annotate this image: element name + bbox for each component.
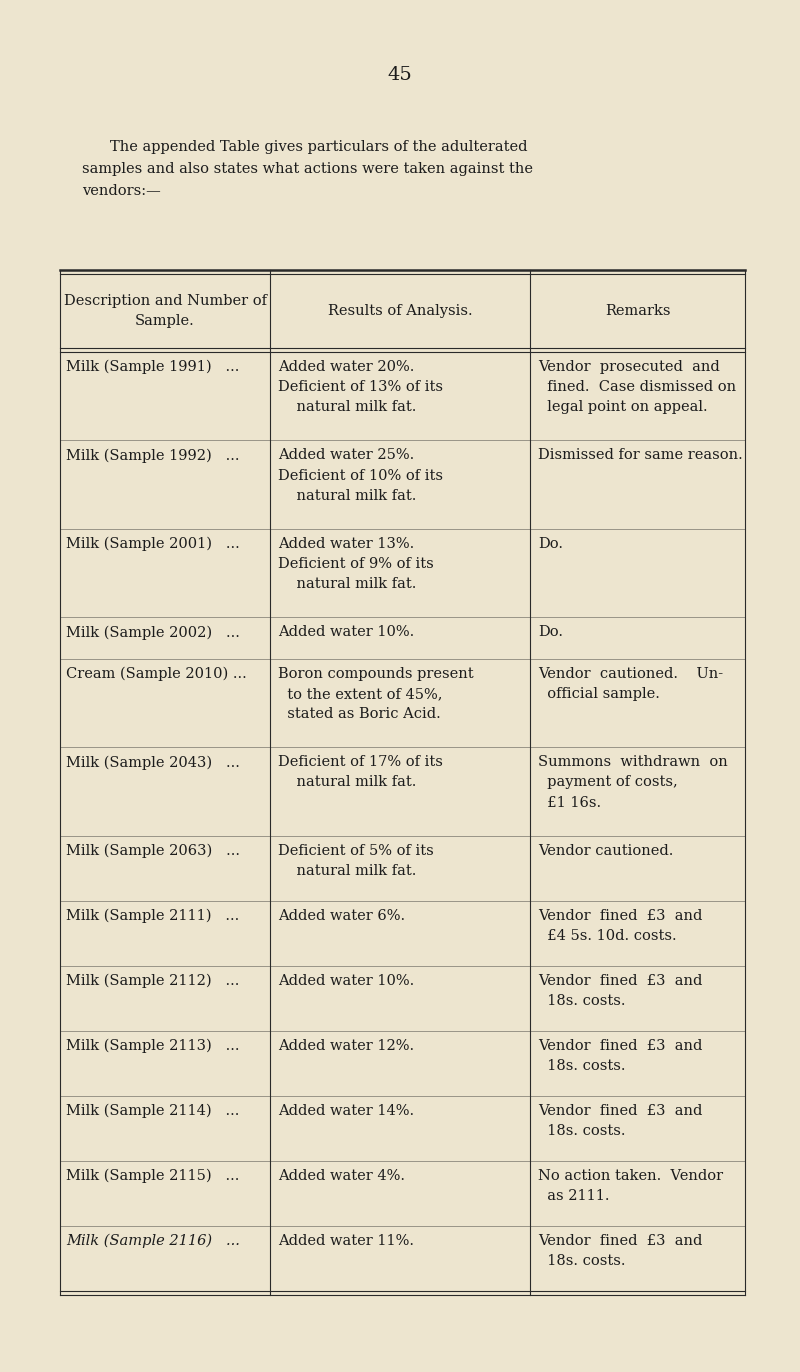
Text: Vendor  fined  £3  and
  18s. costs.: Vendor fined £3 and 18s. costs.	[538, 1039, 702, 1073]
Text: Added water 4%.: Added water 4%.	[278, 1169, 405, 1183]
Text: Milk (Sample 1992)   ...: Milk (Sample 1992) ...	[66, 449, 239, 462]
Text: Vendor  prosecuted  and
  fined.  Case dismissed on
  legal point on appeal.: Vendor prosecuted and fined. Case dismis…	[538, 359, 736, 414]
Text: Milk (Sample 2113)   ...: Milk (Sample 2113) ...	[66, 1039, 239, 1054]
Text: Vendor  fined  £3  and
  18s. costs.: Vendor fined £3 and 18s. costs.	[538, 1233, 702, 1268]
Text: Vendor  fined  £3  and
  18s. costs.: Vendor fined £3 and 18s. costs.	[538, 1104, 702, 1137]
Text: Deficient of 5% of its
    natural milk fat.: Deficient of 5% of its natural milk fat.	[278, 844, 434, 878]
Text: Added water 14%.: Added water 14%.	[278, 1104, 414, 1118]
Text: Do.: Do.	[538, 536, 563, 552]
Text: Vendor  fined  £3  and
  18s. costs.: Vendor fined £3 and 18s. costs.	[538, 974, 702, 1008]
Text: Added water 20%.
Deficient of 13% of its
    natural milk fat.: Added water 20%. Deficient of 13% of its…	[278, 359, 443, 414]
Text: No action taken.  Vendor
  as 2111.: No action taken. Vendor as 2111.	[538, 1169, 723, 1203]
Text: Milk (Sample 2115)   ...: Milk (Sample 2115) ...	[66, 1169, 239, 1184]
Text: Milk (Sample 2111)   ...: Milk (Sample 2111) ...	[66, 908, 239, 923]
Text: Added water 25%.
Deficient of 10% of its
    natural milk fat.: Added water 25%. Deficient of 10% of its…	[278, 449, 443, 502]
Text: Vendor  cautioned.    Un-
  official sample.: Vendor cautioned. Un- official sample.	[538, 667, 723, 701]
Text: Milk (Sample 2114)   ...: Milk (Sample 2114) ...	[66, 1104, 239, 1118]
Text: Added water 13%.
Deficient of 9% of its
    natural milk fat.: Added water 13%. Deficient of 9% of its …	[278, 536, 434, 591]
Text: Deficient of 17% of its
    natural milk fat.: Deficient of 17% of its natural milk fat…	[278, 756, 443, 789]
Text: Milk (Sample 2002)   ...: Milk (Sample 2002) ...	[66, 626, 240, 639]
Text: Results of Analysis.: Results of Analysis.	[328, 305, 472, 318]
Text: Summons  withdrawn  on
  payment of costs,
  £1 16s.: Summons withdrawn on payment of costs, £…	[538, 756, 728, 809]
Text: Milk (Sample 2001)   ...: Milk (Sample 2001) ...	[66, 536, 240, 552]
Text: Remarks: Remarks	[605, 305, 670, 318]
Text: Do.: Do.	[538, 626, 563, 639]
Text: Milk (Sample 1991)   ...: Milk (Sample 1991) ...	[66, 359, 239, 375]
Text: The appended Table gives particulars of the adulterated: The appended Table gives particulars of …	[110, 140, 527, 154]
Text: Added water 10%.: Added water 10%.	[278, 974, 414, 988]
Text: Vendor  fined  £3  and
  £4 5s. 10d. costs.: Vendor fined £3 and £4 5s. 10d. costs.	[538, 908, 702, 943]
Text: 45: 45	[388, 66, 412, 84]
Text: Milk (Sample 2112)   ...: Milk (Sample 2112) ...	[66, 974, 239, 988]
Text: Added water 6%.: Added water 6%.	[278, 908, 405, 923]
Text: Cream (Sample 2010) ...: Cream (Sample 2010) ...	[66, 667, 246, 682]
Text: samples and also states what actions were taken against the: samples and also states what actions wer…	[82, 162, 533, 176]
Text: Dismissed for same reason.: Dismissed for same reason.	[538, 449, 742, 462]
Text: Description and Number of
Sample.: Description and Number of Sample.	[63, 294, 266, 328]
Text: Milk (Sample 2063)   ...: Milk (Sample 2063) ...	[66, 844, 240, 859]
Text: Vendor cautioned.: Vendor cautioned.	[538, 844, 674, 858]
Text: Added water 11%.: Added water 11%.	[278, 1233, 414, 1249]
Text: vendors:—: vendors:—	[82, 184, 161, 198]
Text: Boron compounds present
  to the extent of 45%,
  stated as Boric Acid.: Boron compounds present to the extent of…	[278, 667, 474, 722]
Text: Milk (Sample 2043)   ...: Milk (Sample 2043) ...	[66, 756, 240, 770]
Text: Added water 10%.: Added water 10%.	[278, 626, 414, 639]
Text: Milk (Sample 2116)   ...: Milk (Sample 2116) ...	[66, 1233, 240, 1249]
Text: Added water 12%.: Added water 12%.	[278, 1039, 414, 1052]
